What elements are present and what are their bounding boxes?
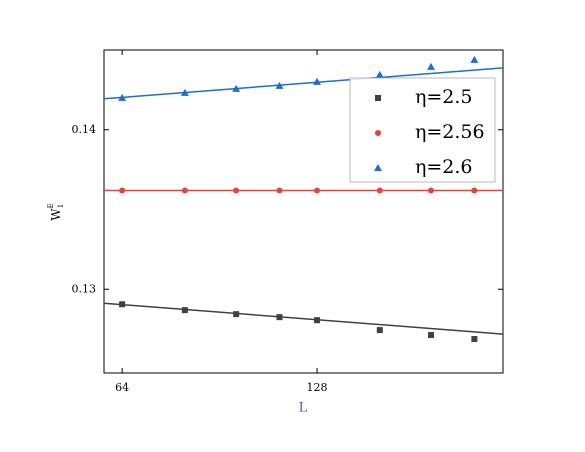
legend-label: η=2.5: [415, 86, 473, 108]
point: [314, 187, 321, 194]
point: [119, 187, 126, 194]
point: [428, 332, 435, 339]
point: [232, 84, 241, 92]
point: [276, 187, 283, 194]
point: [275, 81, 284, 89]
point: [471, 336, 478, 343]
legend-marker: [374, 164, 382, 171]
x-tick-label: 64: [115, 381, 129, 394]
point: [118, 93, 127, 101]
y-axis-label: WE 1: [47, 203, 65, 220]
point: [376, 187, 383, 194]
y-label-sup: E: [47, 203, 55, 208]
point: [276, 314, 283, 321]
legend-marker: [375, 130, 381, 136]
x-axis-label: L: [299, 401, 308, 416]
point: [119, 301, 126, 308]
legend-box: [349, 77, 496, 183]
legend-marker: [375, 95, 381, 101]
point: [181, 187, 188, 194]
point: [376, 327, 383, 334]
x-tick-label: 128: [307, 381, 328, 394]
y-tick-label: 0.13: [72, 282, 97, 295]
point: [181, 307, 188, 314]
point: [233, 311, 240, 318]
point: [233, 187, 240, 194]
fit-line: [103, 302, 504, 335]
point: [428, 187, 435, 194]
y-tick-label: 0.14: [72, 123, 97, 136]
legend-label: η=2.6: [415, 156, 473, 178]
point: [314, 317, 321, 324]
legend-label: η=2.56: [415, 121, 485, 143]
point: [427, 62, 436, 70]
point: [375, 70, 384, 78]
plot-frame: [103, 49, 504, 374]
y-label-base: W: [49, 208, 63, 221]
point: [180, 88, 189, 96]
point: [470, 55, 479, 63]
y-label-sub: 1: [57, 204, 65, 208]
fit-line: [103, 67, 504, 100]
point: [471, 187, 478, 194]
point: [313, 77, 322, 85]
